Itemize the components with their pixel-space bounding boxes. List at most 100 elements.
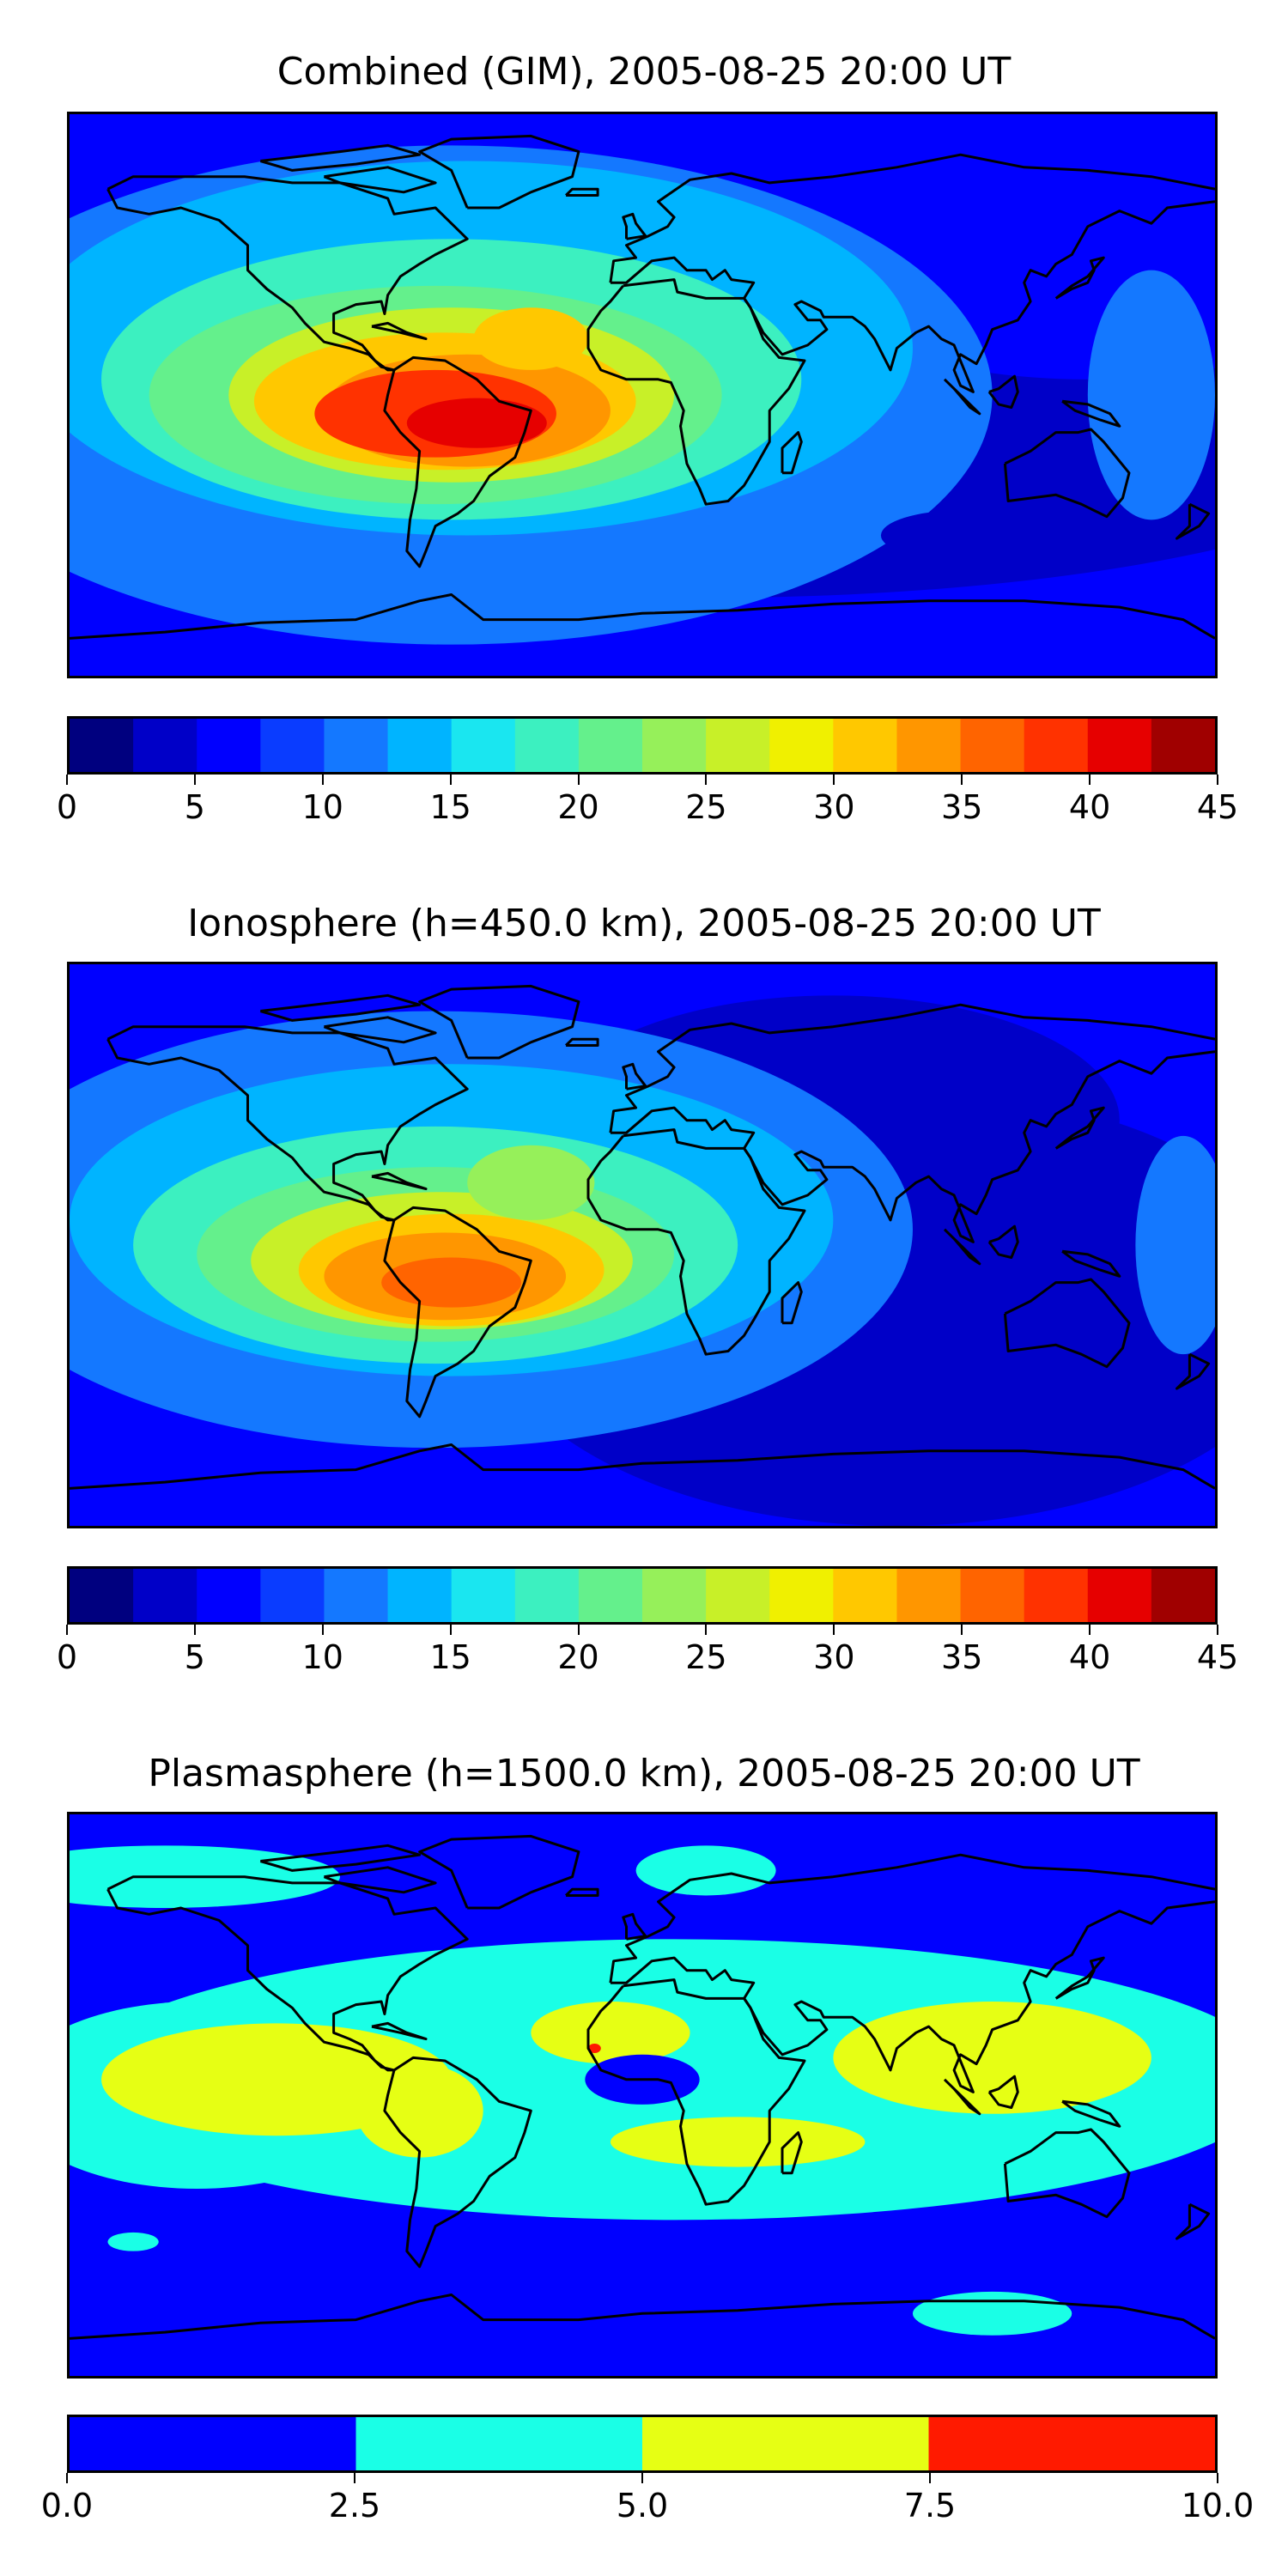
colorbar-tick-label: 30 xyxy=(813,788,855,826)
coastline xyxy=(987,2075,1019,2109)
colorbar-tick-label: 35 xyxy=(941,1638,983,1676)
coastline xyxy=(781,1281,803,1325)
contour-region xyxy=(473,307,589,370)
colorbar-tick-label: 0 xyxy=(56,1638,78,1676)
coastline xyxy=(609,1003,1215,1133)
colorbar-tick-label: 2.5 xyxy=(328,2487,381,2524)
colorbar-tick xyxy=(1217,2473,1218,2483)
colorbar-segment xyxy=(197,719,261,772)
colorbar-tick xyxy=(1089,1625,1091,1635)
colorbar-svg xyxy=(70,1569,1215,1622)
colorbar-segment xyxy=(324,719,389,772)
colorbar-tick xyxy=(321,775,324,785)
colorbar-tick xyxy=(705,1625,708,1635)
chart-title: Combined (GIM), 2005-08-25 20:00 UT xyxy=(276,50,1012,94)
colorbar-tick xyxy=(66,2473,68,2483)
colorbar-segment xyxy=(1151,719,1215,772)
colorbar-tick xyxy=(66,775,68,785)
coastline xyxy=(106,1875,469,2072)
coastline xyxy=(418,134,580,210)
coastline xyxy=(987,374,1019,409)
colorbar-ticks: 0 5 10 15 20 25 30 35 40 45 xyxy=(57,775,1238,826)
coastline xyxy=(383,1206,532,1419)
coastline xyxy=(1054,1106,1105,1150)
colorbar-segment xyxy=(642,1569,707,1622)
coastline xyxy=(1003,428,1131,519)
colorbar xyxy=(67,716,1218,775)
colorbar-segment xyxy=(928,2417,1215,2470)
colorbar-segment xyxy=(578,719,643,772)
coastline xyxy=(70,2293,1215,2340)
chart-title: Ionosphere (h=450.0 km), 2005-08-25 20:0… xyxy=(187,902,1101,945)
colorbar-segment xyxy=(133,719,197,772)
coastline xyxy=(371,2021,428,2041)
coastline xyxy=(622,212,647,240)
coastline xyxy=(371,1171,428,1191)
contour-region xyxy=(531,2002,690,2064)
contour-region xyxy=(406,398,547,448)
colorbar-segment xyxy=(960,1569,1025,1622)
coastline xyxy=(259,143,422,172)
coastline xyxy=(383,2056,532,2269)
colorbar-segment xyxy=(960,719,1025,772)
heatmap-plot xyxy=(67,112,1218,678)
colorbar-tick xyxy=(354,2473,355,2483)
colorbar-tick xyxy=(449,775,452,785)
coastline xyxy=(1054,1956,1105,2000)
colorbar-segment xyxy=(451,1569,516,1622)
colorbar-segment xyxy=(514,719,580,772)
heatmap-svg xyxy=(70,1814,1215,2376)
coastline xyxy=(943,2078,981,2116)
colorbar-tick xyxy=(577,1625,580,1635)
coastline xyxy=(610,200,1215,393)
contour-region xyxy=(880,510,1041,561)
colorbar-tick xyxy=(705,775,708,785)
colorbar-segment xyxy=(1151,1569,1215,1622)
coastline xyxy=(259,993,422,1022)
coastline xyxy=(565,1887,599,1897)
coastline xyxy=(781,2131,803,2175)
colorbar-segment xyxy=(706,719,770,772)
colorbar-segment xyxy=(1087,719,1152,772)
colorbar-segment xyxy=(1087,1569,1152,1622)
coastline xyxy=(383,355,532,568)
coastline xyxy=(259,1844,422,1872)
heatmap-plot xyxy=(67,962,1218,1528)
colorbar-tick xyxy=(833,775,835,785)
colorbar-tick-label: 35 xyxy=(941,788,983,826)
colorbar-segment xyxy=(769,1569,834,1622)
coastline xyxy=(609,153,1215,283)
colorbar-segment xyxy=(1024,1569,1089,1622)
colorbar-tick-label: 10 xyxy=(301,1638,343,1676)
colorbar-segment xyxy=(896,1569,962,1622)
coastline xyxy=(943,378,981,416)
colorbar-tick-label: 20 xyxy=(557,788,599,826)
colorbar-segment xyxy=(133,1569,197,1622)
colorbar-tick-label: 15 xyxy=(429,788,471,826)
colorbar-tick-label: 20 xyxy=(557,1638,599,1676)
colorbar-tick xyxy=(641,2473,643,2483)
colorbar-segment xyxy=(514,1569,580,1622)
heatmap-svg xyxy=(70,114,1215,676)
coastline xyxy=(418,1834,580,1910)
colorbar-tick-label: 0 xyxy=(56,788,78,826)
coastline xyxy=(106,1025,469,1222)
colorbar-tick xyxy=(577,775,580,785)
coastline xyxy=(106,175,469,372)
colorbar-segment xyxy=(324,1569,389,1622)
colorbar-ticks: 0 5 10 15 20 25 30 35 40 45 xyxy=(57,1625,1238,1676)
coastline xyxy=(622,1912,647,1941)
colorbar-tick xyxy=(961,775,963,785)
colorbar-segment xyxy=(833,719,897,772)
contour-region xyxy=(833,2002,1151,2114)
colorbar-segment xyxy=(70,2417,356,2470)
colorbar-segment xyxy=(706,1569,770,1622)
coastline xyxy=(609,1853,1215,1984)
colorbar xyxy=(67,2415,1218,2473)
contour-region xyxy=(1087,270,1215,520)
coastline xyxy=(323,1016,437,1044)
colorbar-segment xyxy=(896,719,962,772)
colorbar-segment xyxy=(387,719,453,772)
coastline xyxy=(987,1224,1019,1259)
contour-region xyxy=(355,2063,483,2158)
